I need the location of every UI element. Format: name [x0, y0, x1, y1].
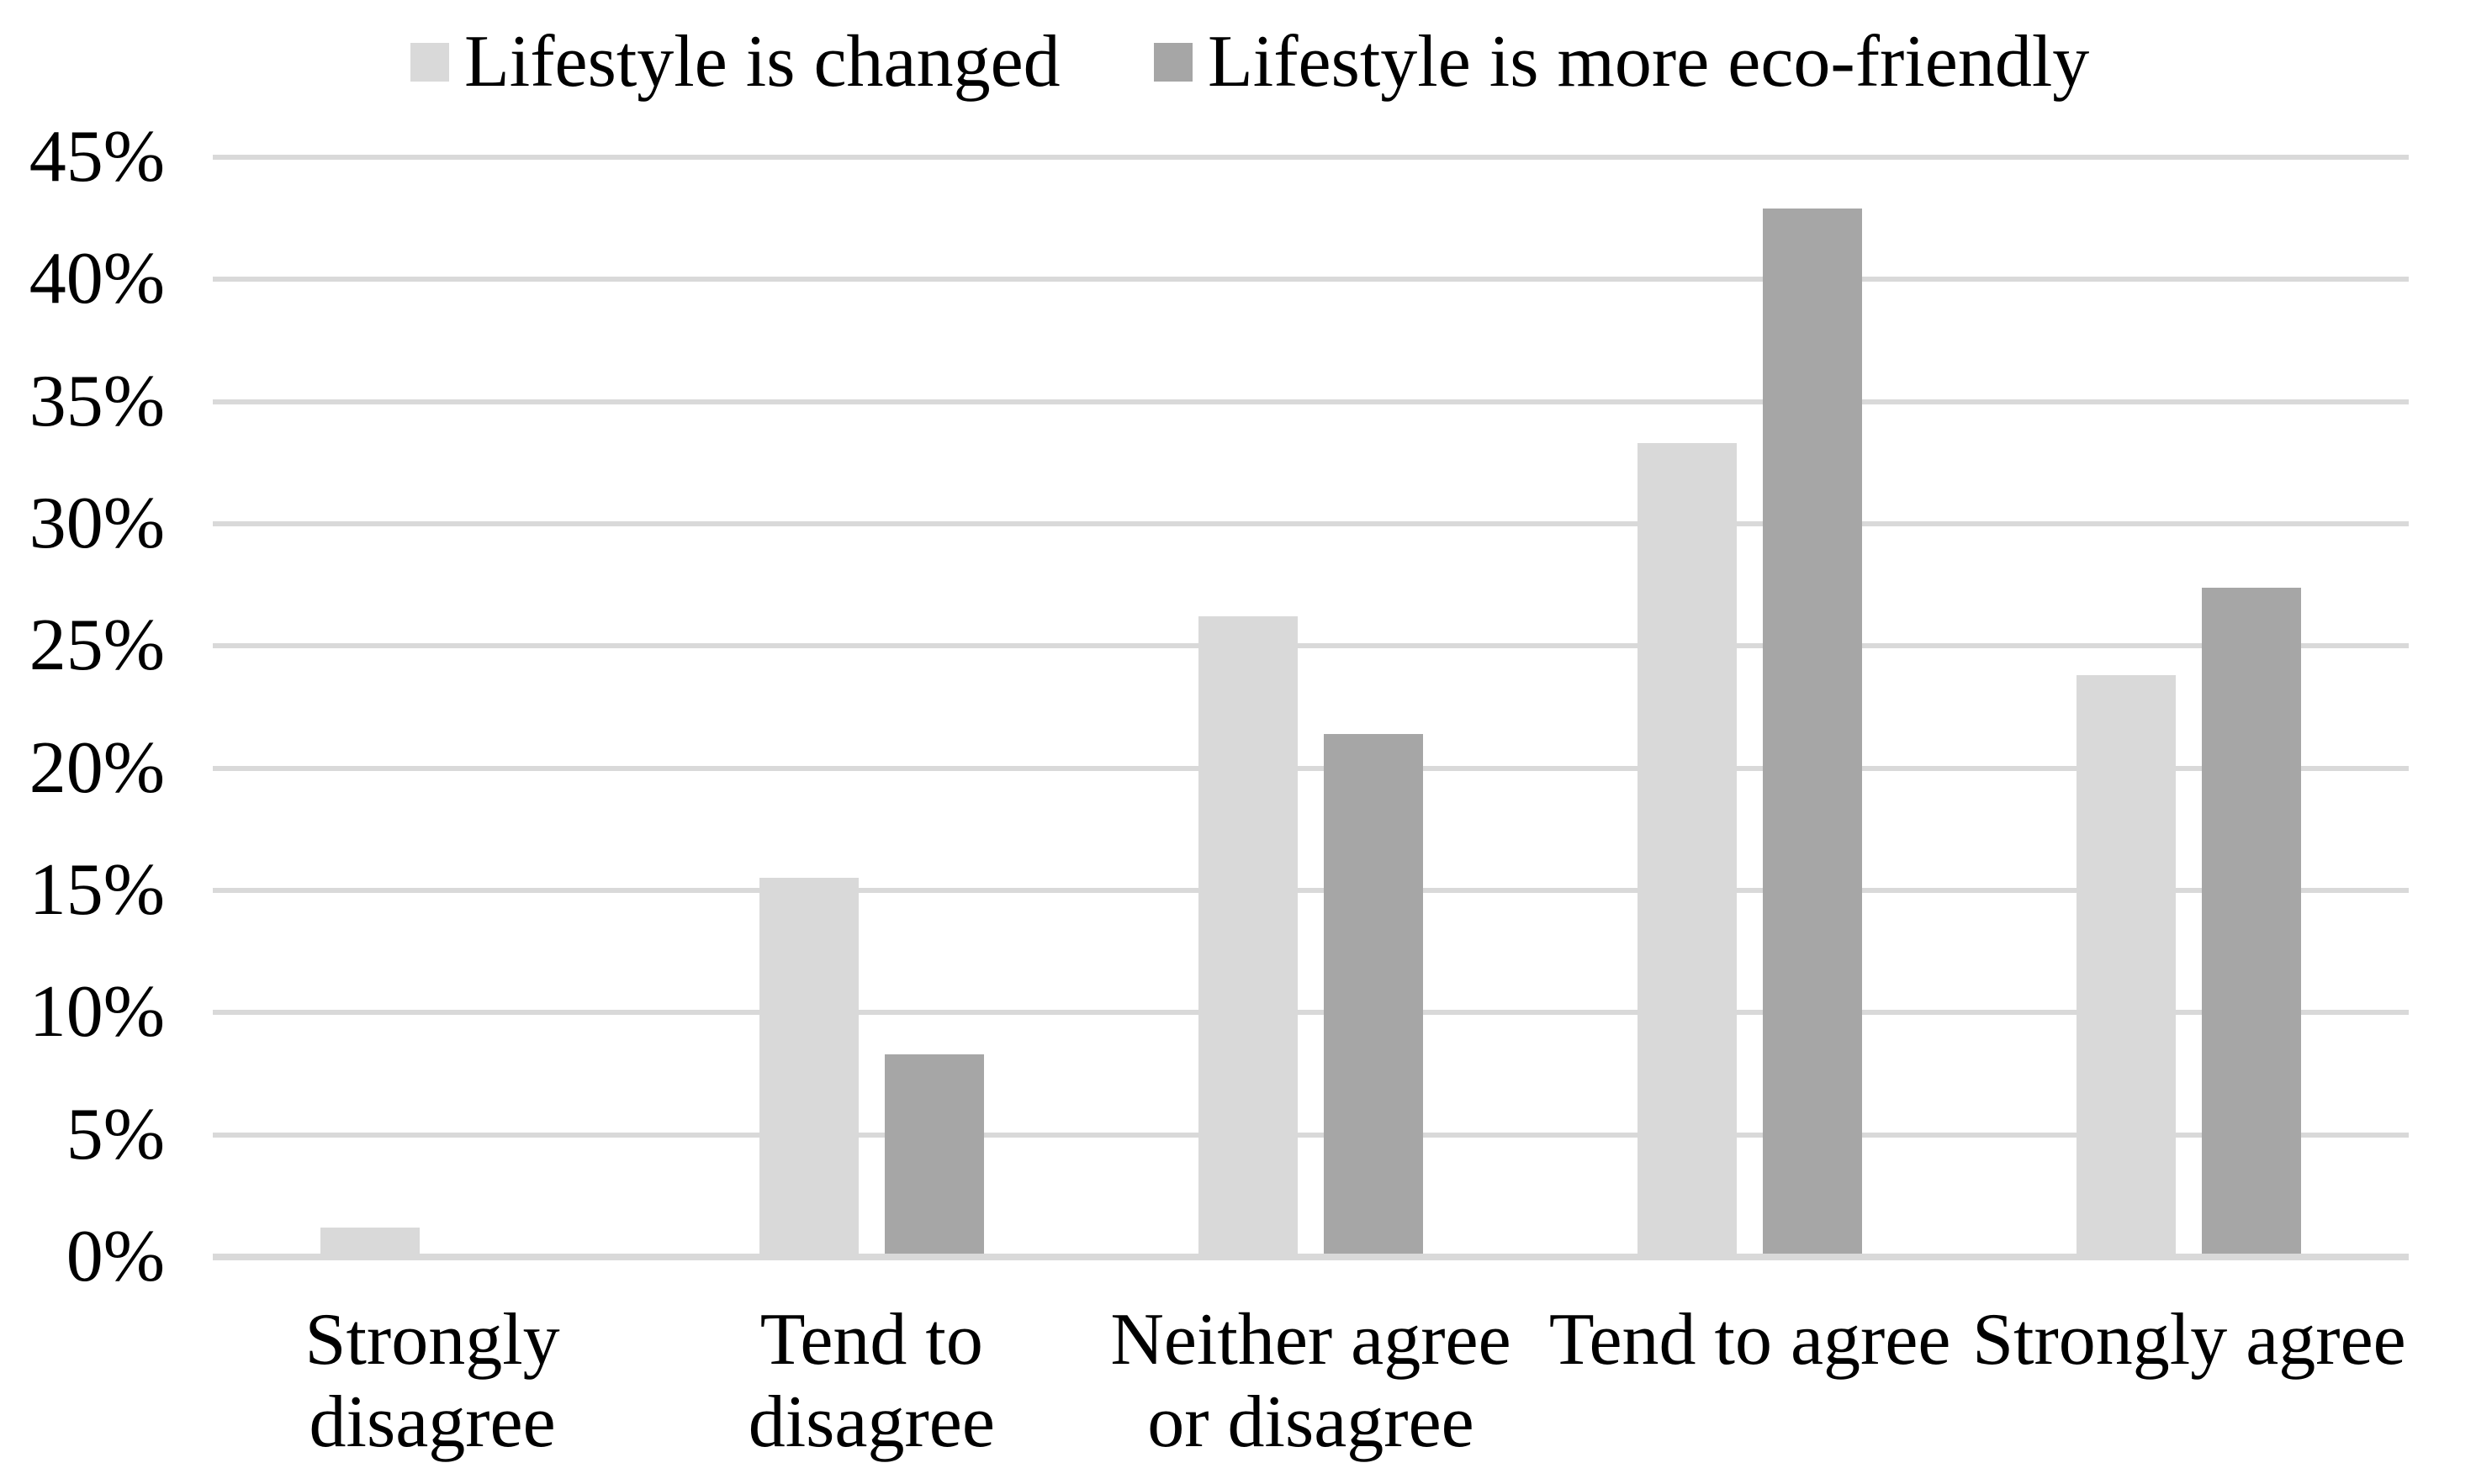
y-tick-label-0pct: 0%	[66, 1216, 165, 1297]
y-tick-label-5pct: 5%	[66, 1093, 165, 1175]
y-tick-label-25pct: 25%	[29, 605, 165, 687]
x-category-label-2: Neither agree or disagree	[1110, 1299, 1511, 1463]
bar-series0-cat0	[320, 1228, 420, 1257]
plot-area	[213, 155, 2409, 1260]
y-tick-label-45pct: 45%	[29, 116, 165, 198]
y-tick-label-10pct: 10%	[29, 971, 165, 1054]
gridline-40pct	[213, 277, 2409, 283]
gridline-25pct	[213, 643, 2409, 649]
bar-series1-cat2	[1324, 733, 1423, 1257]
bar-series1-cat3	[1763, 209, 1863, 1257]
bar-series0-cat1	[759, 878, 859, 1257]
legend-swatch-dark-icon	[1154, 43, 1193, 82]
x-category-label-3: Tend to agree	[1548, 1299, 1951, 1381]
x-axis-line	[213, 1254, 2409, 1260]
x-category-label-0: Strongly disagree	[304, 1299, 560, 1463]
gridline-5pct	[213, 1132, 2409, 1138]
bar-series0-cat2	[1198, 616, 1298, 1257]
bar-series1-cat4	[2202, 587, 2302, 1257]
gridline-20pct	[213, 765, 2409, 771]
bar-series0-cat3	[1637, 443, 1738, 1257]
bar-series0-cat4	[2077, 675, 2177, 1257]
gridline-45pct	[213, 155, 2409, 160]
bar-series1-cat1	[884, 1054, 984, 1257]
x-category-label-1: Tend to disagree	[748, 1299, 995, 1463]
gridline-15pct	[213, 888, 2409, 893]
y-tick-label-20pct: 20%	[29, 726, 165, 809]
y-tick-label-15pct: 15%	[29, 849, 165, 931]
gridline-10pct	[213, 1010, 2409, 1016]
legend-item-lifestyle-eco-friendly: Lifestyle is more eco-friendly	[1154, 16, 2089, 108]
legend-label-lifestyle-eco-friendly: Lifestyle is more eco-friendly	[1208, 21, 2090, 103]
y-tick-label-40pct: 40%	[29, 238, 165, 320]
y-tick-label-35pct: 35%	[29, 360, 165, 442]
gridline-30pct	[213, 521, 2409, 526]
x-category-label-4: Strongly agree	[1972, 1299, 2406, 1381]
y-tick-label-30pct: 30%	[29, 483, 165, 564]
legend-item-lifestyle-changed: Lifestyle is changed	[410, 16, 1061, 108]
gridline-35pct	[213, 399, 2409, 404]
legend-label-lifestyle-changed: Lifestyle is changed	[464, 21, 1061, 103]
legend-swatch-light-icon	[410, 43, 449, 82]
